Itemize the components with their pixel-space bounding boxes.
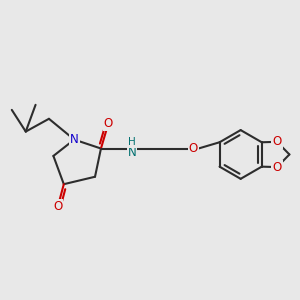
Text: O: O bbox=[272, 160, 282, 174]
Text: N: N bbox=[70, 133, 79, 146]
Text: O: O bbox=[188, 142, 198, 155]
Text: O: O bbox=[272, 135, 282, 148]
Text: O: O bbox=[53, 200, 62, 213]
Text: O: O bbox=[104, 117, 113, 130]
Text: H: H bbox=[128, 137, 136, 147]
Text: N: N bbox=[128, 146, 136, 159]
